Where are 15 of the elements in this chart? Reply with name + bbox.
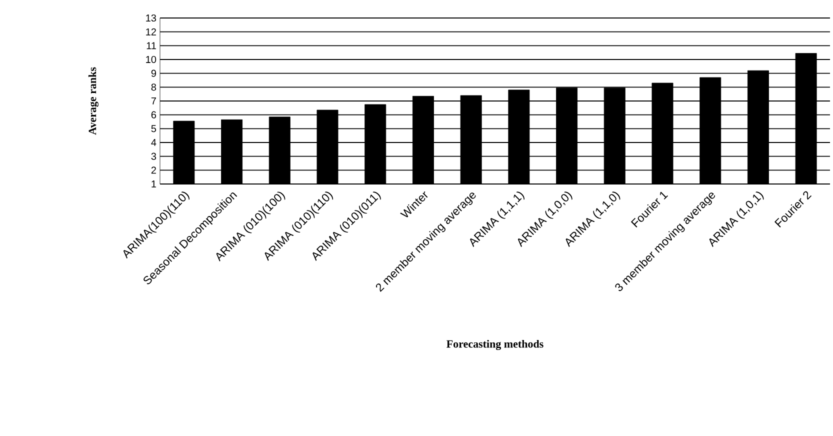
y-tick-label: 11 <box>146 42 156 50</box>
y-tick-label: 13 <box>146 14 156 22</box>
y-tick-label: 5 <box>151 125 156 132</box>
y-tick-label: 12 <box>146 28 156 36</box>
y-tick-label: 1 <box>152 180 156 188</box>
y-axis-title: Average ranks <box>88 67 98 135</box>
y-tick-label: 8 <box>151 84 156 91</box>
x-axis-title: Forecasting methods <box>446 340 544 350</box>
y-tick-label: 2 <box>151 166 156 174</box>
y-tick-label: 10 <box>146 56 156 64</box>
y-tick-label: 9 <box>151 70 156 77</box>
y-tick-label: 3 <box>151 152 156 160</box>
y-tick-label: 4 <box>151 139 156 146</box>
y-tick-label: 7 <box>151 98 156 104</box>
y-tick-label: 6 <box>151 111 156 118</box>
